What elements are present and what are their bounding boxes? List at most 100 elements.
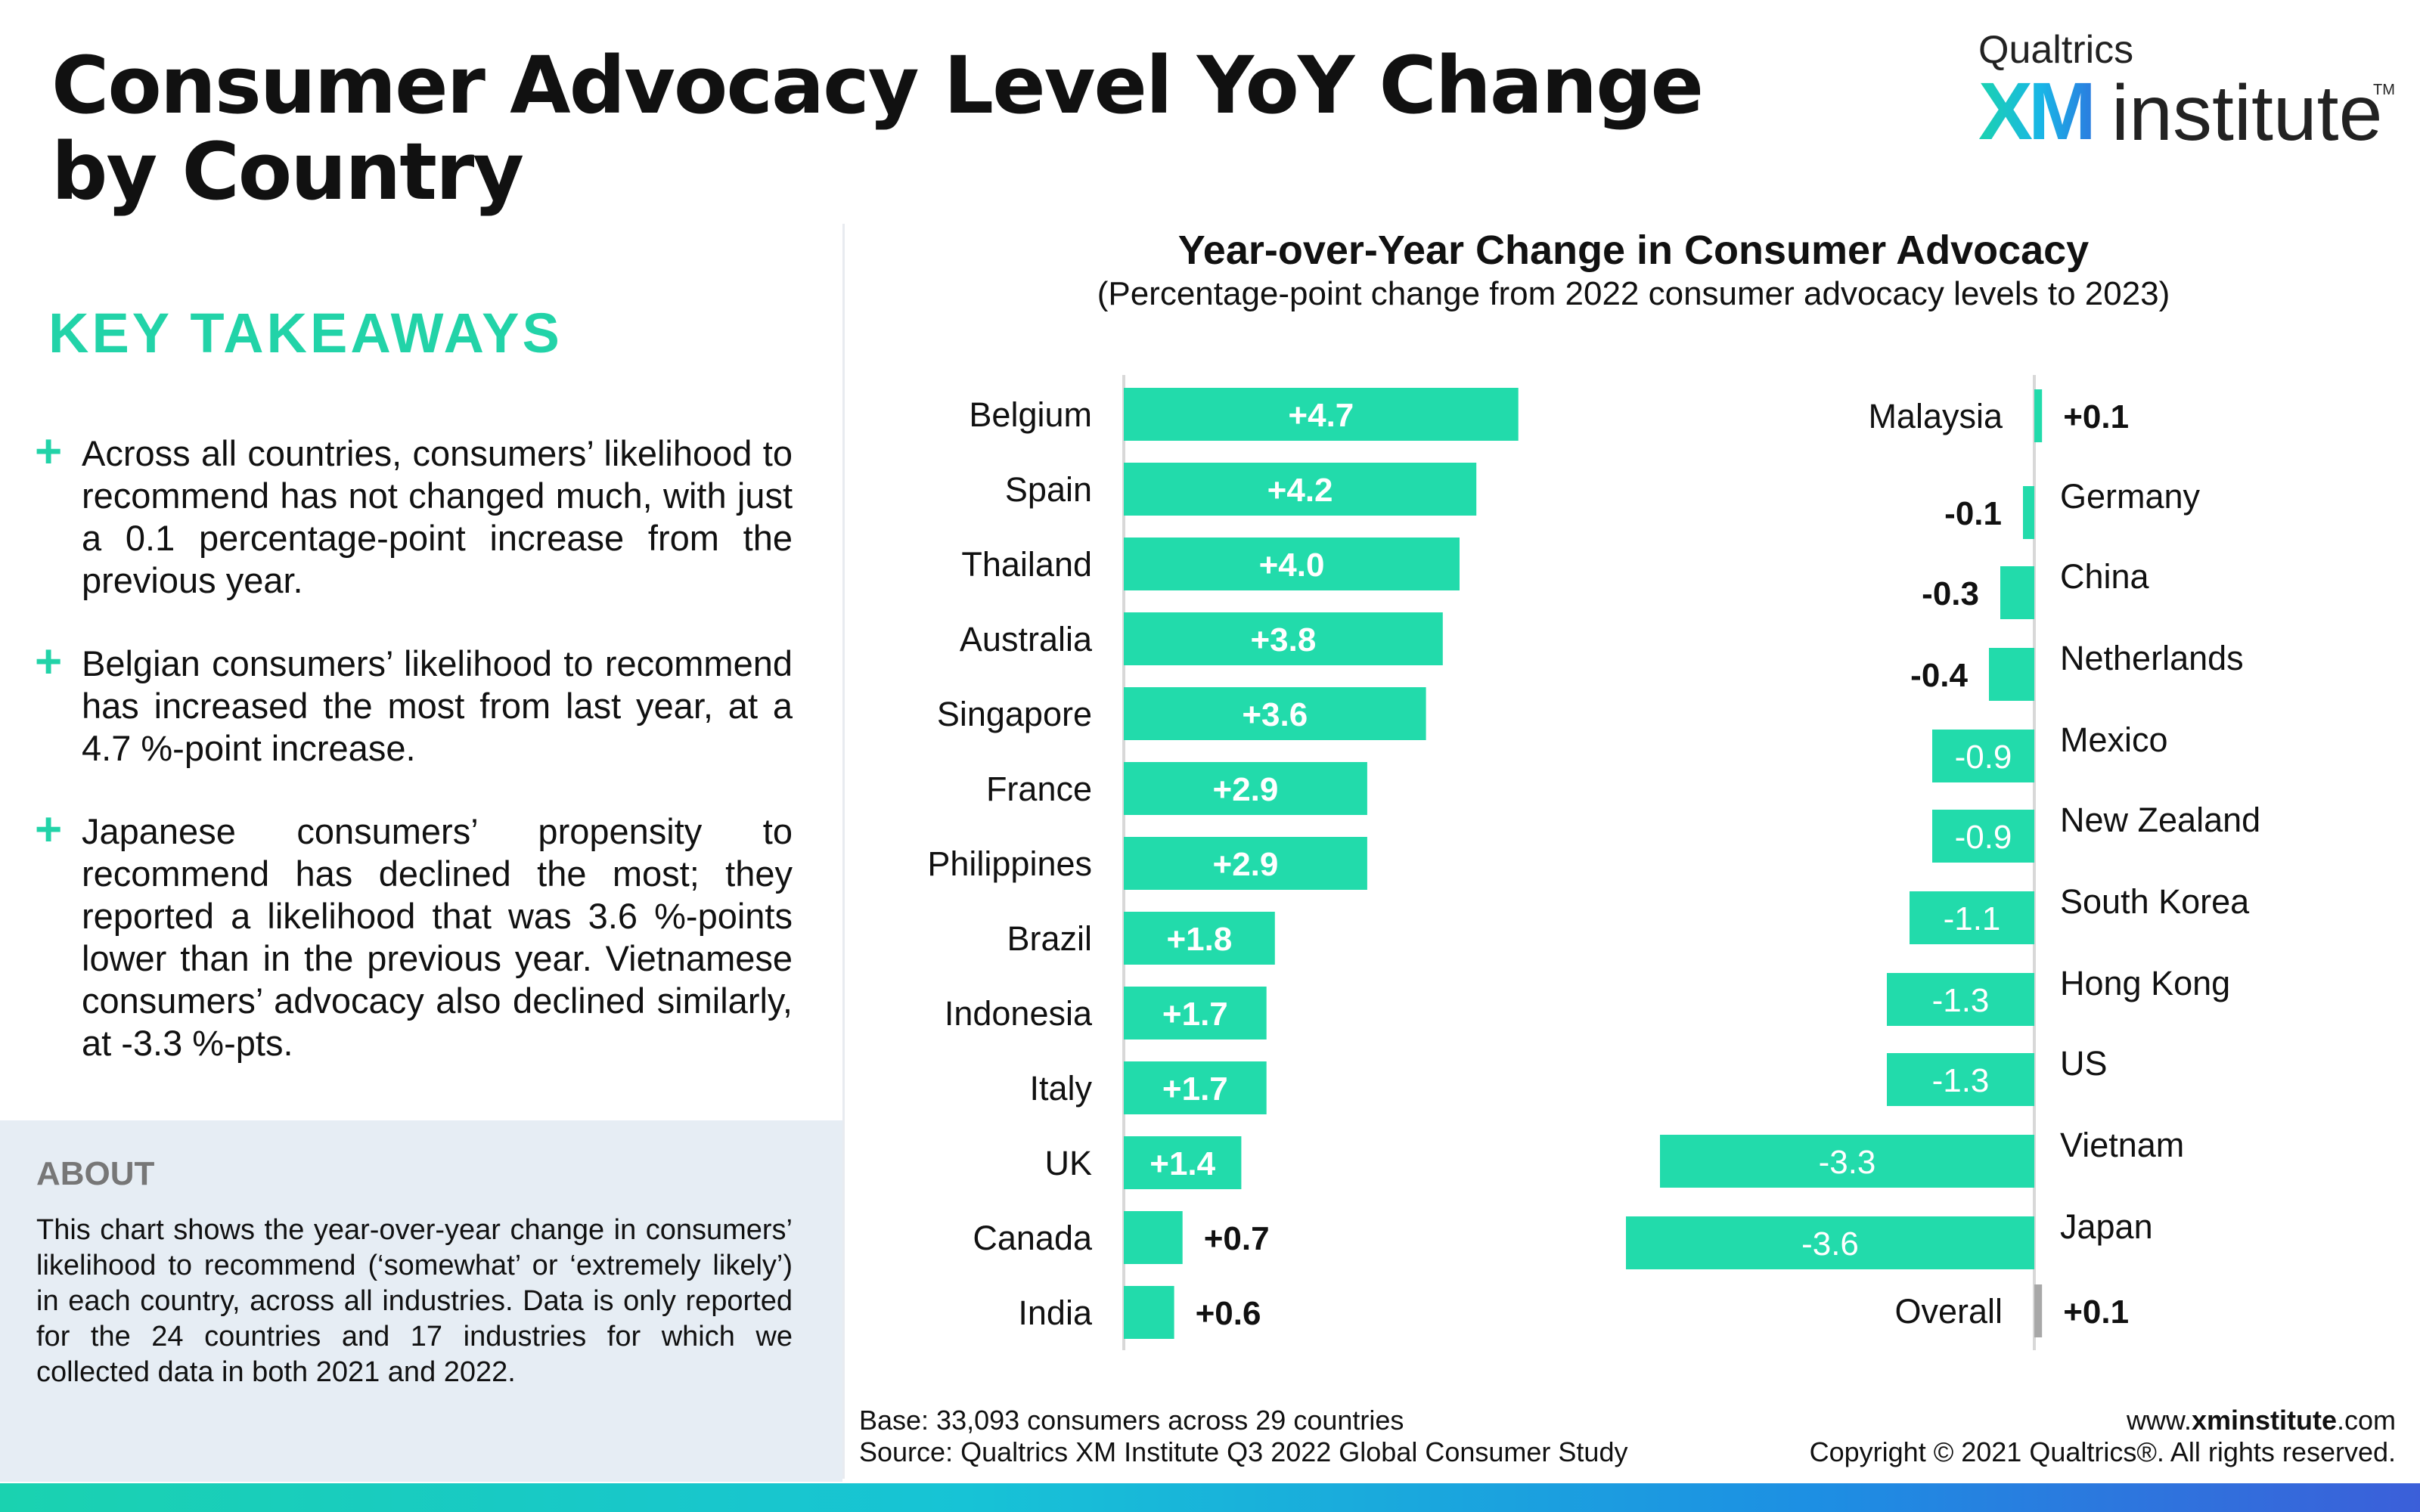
logo-company: Qualtrics xyxy=(1978,28,2134,72)
about-heading: ABOUT xyxy=(36,1155,155,1192)
category-label: South Korea xyxy=(2060,882,2250,921)
category-label: China xyxy=(2060,557,2150,596)
footer-url[interactable]: www.xminstitute.com xyxy=(1810,1405,2396,1436)
category-label: Japan xyxy=(2060,1207,2153,1246)
about-text: This chart shows the year-over-year chan… xyxy=(36,1214,793,1388)
footer-url-bold: xminstitute xyxy=(2191,1405,2337,1436)
plus-icon: + xyxy=(35,804,63,856)
data-label: +0.7 xyxy=(1204,1220,1270,1257)
bar-mexico xyxy=(1932,730,2034,782)
plus-icon: + xyxy=(35,636,63,688)
bar-canada xyxy=(1124,1211,1183,1264)
data-label: -0.9 xyxy=(1955,739,2012,776)
data-label: +4.7 xyxy=(1288,397,1354,434)
bar-vietnam xyxy=(1660,1135,2034,1188)
category-label: France xyxy=(986,770,1092,808)
bar-indonesia xyxy=(1124,987,1267,1040)
bar-singapore xyxy=(1124,687,1426,740)
category-label: Mexico xyxy=(2060,720,2168,759)
bar-hong-kong xyxy=(1887,973,2034,1026)
bar-philippines xyxy=(1124,837,1367,890)
data-label: +0.6 xyxy=(1196,1295,1261,1332)
takeaway-item: Across all countries, consumers’ likelih… xyxy=(82,433,793,600)
footer-source-block: Base: 33,093 consumers across 29 countri… xyxy=(859,1405,1627,1468)
bar-japan xyxy=(1626,1216,2034,1269)
plus-icon: + xyxy=(35,426,63,478)
data-label: +1.7 xyxy=(1162,996,1228,1033)
data-label: +3.8 xyxy=(1250,621,1316,658)
bar-overall xyxy=(2034,1284,2043,1337)
category-label: Netherlands xyxy=(2060,639,2244,677)
bar-us xyxy=(1887,1053,2034,1106)
chart-subtitle: (Percentage-point change from 2022 consu… xyxy=(1097,275,2170,312)
data-label: -0.4 xyxy=(1910,657,1968,694)
bar-germany xyxy=(2023,486,2034,539)
chart-title: Year-over-Year Change in Consumer Advoca… xyxy=(1177,228,2090,273)
category-label: Singapore xyxy=(937,695,1092,733)
column-divider xyxy=(842,224,845,1479)
category-label: Brazil xyxy=(1007,919,1092,958)
logo-institute: institute xyxy=(2111,70,2383,157)
data-label: -3.6 xyxy=(1801,1225,1859,1263)
page-title: Consumer Advocacy Level YoY Change by Co… xyxy=(51,42,1715,215)
data-label: -0.9 xyxy=(1955,819,2012,856)
data-label: +2.9 xyxy=(1213,846,1279,883)
data-label: -3.3 xyxy=(1819,1144,1876,1181)
data-label: +3.6 xyxy=(1242,696,1308,733)
data-label: -1.3 xyxy=(1932,1062,1990,1099)
data-label: -0.3 xyxy=(1922,575,1979,612)
bar-brazil xyxy=(1124,912,1275,965)
bar-netherlands xyxy=(1989,648,2034,701)
category-label: India xyxy=(1018,1294,1093,1332)
bar-spain xyxy=(1124,463,1477,516)
data-label: +1.7 xyxy=(1162,1070,1228,1108)
footer-source: Source: Qualtrics XM Institute Q3 2022 G… xyxy=(859,1436,1628,1467)
category-label: Australia xyxy=(960,620,1093,658)
data-label: +2.9 xyxy=(1213,771,1279,808)
data-label: +1.8 xyxy=(1166,921,1232,958)
footer-copyright-block: www.xminstitute.com Copyright © 2021 Qua… xyxy=(1810,1405,2396,1468)
category-label: Overall xyxy=(1894,1292,2003,1331)
footer-url-suffix: .com xyxy=(2336,1405,2396,1436)
takeaway-item: Belgian consumers’ likelihood to recomme… xyxy=(82,643,793,768)
category-label: Spain xyxy=(1005,470,1092,509)
data-label: +0.1 xyxy=(2063,398,2129,435)
bottom-gradient-stripe xyxy=(0,1483,2420,1512)
takeaway-item: Japanese consumers’ propensity to recomm… xyxy=(82,811,793,1063)
bar-thailand xyxy=(1124,538,1460,590)
bar-france xyxy=(1124,762,1367,815)
category-label: Belgium xyxy=(969,395,1092,434)
bar-italy xyxy=(1124,1061,1267,1114)
page-title-line2: by Country xyxy=(51,125,524,218)
logo-xm: XM xyxy=(1978,65,2096,156)
category-label: Malaysia xyxy=(1868,397,2003,435)
category-label: Vietnam xyxy=(2060,1126,2184,1164)
bar-south-korea xyxy=(1910,891,2034,944)
data-label: +4.2 xyxy=(1267,472,1333,509)
footer-url-prefix: www. xyxy=(2126,1405,2192,1436)
data-label: -0.1 xyxy=(1944,495,2002,532)
category-label: Thailand xyxy=(961,545,1092,584)
data-label: +4.0 xyxy=(1259,547,1325,584)
category-label: Canada xyxy=(973,1219,1093,1257)
category-label: Indonesia xyxy=(945,994,1093,1033)
about-panel xyxy=(0,1120,842,1482)
category-label: New Zealand xyxy=(2060,801,2260,839)
data-label: +1.4 xyxy=(1150,1145,1215,1182)
data-label: -1.3 xyxy=(1932,982,1990,1019)
page-title-line1: Consumer Advocacy Level YoY Change xyxy=(51,39,1704,132)
xm-institute-logo: Qualtrics XM institute TM xyxy=(1978,27,2402,153)
key-takeaways-heading: KEY TAKEAWAYS xyxy=(48,302,563,364)
category-label: US xyxy=(2060,1044,2108,1083)
bar-belgium xyxy=(1124,388,1519,441)
bar-india xyxy=(1124,1286,1174,1339)
data-label: -1.1 xyxy=(1944,900,2001,937)
bar-australia xyxy=(1124,612,1443,665)
logo-tm: TM xyxy=(2373,82,2395,98)
category-label: Philippines xyxy=(927,844,1092,883)
footer-copyright: Copyright © 2021 Qualtrics®. All rights … xyxy=(1809,1436,2396,1467)
data-label: +0.1 xyxy=(2063,1294,2129,1331)
category-label: UK xyxy=(1044,1144,1092,1182)
bar-new-zealand xyxy=(1932,810,2034,863)
